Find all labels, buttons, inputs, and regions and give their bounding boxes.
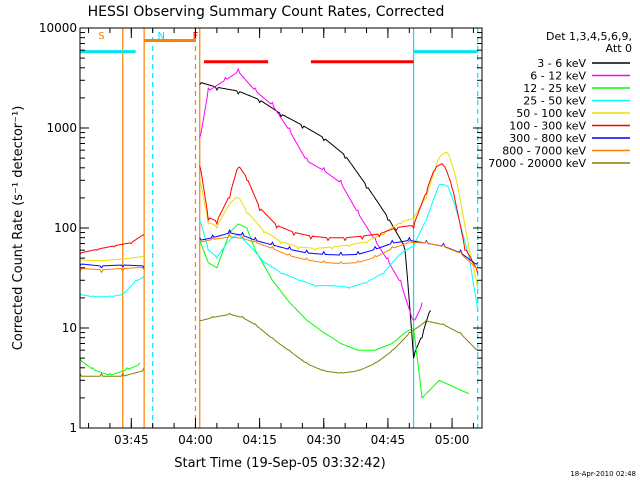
legend-label-50-100-keV: 50 - 100 keV	[516, 107, 586, 120]
y-tick-label-1000: 1000	[46, 121, 77, 135]
plot-area: SNF	[79, 28, 479, 428]
annotation-S: S	[98, 31, 104, 42]
series-12-25-keV-line	[199, 223, 470, 399]
series-50-100-keV-line	[199, 151, 479, 289]
x-tick-label-04:45: 04:45	[371, 433, 406, 447]
series-7000-20000-keV-line	[199, 312, 478, 374]
series-800-7000-keV-line	[199, 234, 478, 269]
chart-title: HESSI Observing Summary Count Rates, Cor…	[88, 4, 445, 20]
legend-label-800-7000-keV: 800 - 7000 keV	[502, 145, 586, 158]
series-25-50-keV-line	[199, 183, 479, 311]
y-tick-label-10000: 10000	[39, 21, 77, 35]
legend-header-1: Det 1,3,4,5,6,9,	[546, 30, 632, 43]
series-800-7000-keV-line	[79, 266, 145, 274]
series-3-6-keV-line	[199, 82, 432, 359]
x-tick-label-04:15: 04:15	[242, 433, 277, 447]
x-axis-label: Start Time (19-Sep-05 03:32:42)	[174, 456, 385, 471]
y-tick-label-1: 1	[69, 421, 77, 435]
legend-label-7000-20000-keV: 7000 - 20000 keV	[488, 157, 586, 170]
series-6-12-keV-line	[199, 67, 423, 321]
series-300-800-keV-line	[199, 229, 479, 265]
annotation-N: N	[158, 31, 165, 42]
legend-label-300-800-keV: 300 - 800 keV	[509, 132, 586, 145]
x-tick-label-03:45: 03:45	[114, 433, 149, 447]
legend-label-12-25-keV: 12 - 25 keV	[523, 82, 586, 95]
series-12-25-keV-line	[79, 357, 141, 376]
axes: 1 10 100 1000 10000 03:45 04:00 04:15 04:30 04:45…	[39, 21, 483, 447]
y-axis-label: Corrected Count Rate (s⁻¹ detector⁻¹)	[11, 106, 26, 351]
y-tick-label-10: 10	[62, 321, 77, 335]
series-50-100-keV-line	[80, 255, 145, 262]
x-tick-label-05:00: 05:00	[435, 433, 470, 447]
legend-label-3-6-keV: 3 - 6 keV	[537, 57, 586, 70]
legend-label-25-50-keV: 25 - 50 keV	[523, 95, 586, 108]
legend-label-100-300-keV: 100 - 300 keV	[509, 120, 586, 133]
series-100-300-keV-line	[199, 163, 479, 274]
legend-label-6-12-keV: 6 - 12 keV	[530, 70, 586, 83]
series-7000-20000-keV-line	[79, 367, 145, 377]
series-100-300-keV-line	[79, 234, 145, 255]
y-tick-label-100: 100	[54, 221, 77, 235]
series-300-800-keV-line	[79, 263, 145, 269]
legend-header-2: Att 0	[606, 42, 632, 55]
series-25-50-keV-line	[79, 275, 145, 298]
timestamp: 18-Apr-2010 02:48	[570, 470, 636, 478]
x-tick-label-04:00: 04:00	[178, 433, 213, 447]
x-tick-label-04:30: 04:30	[306, 433, 341, 447]
